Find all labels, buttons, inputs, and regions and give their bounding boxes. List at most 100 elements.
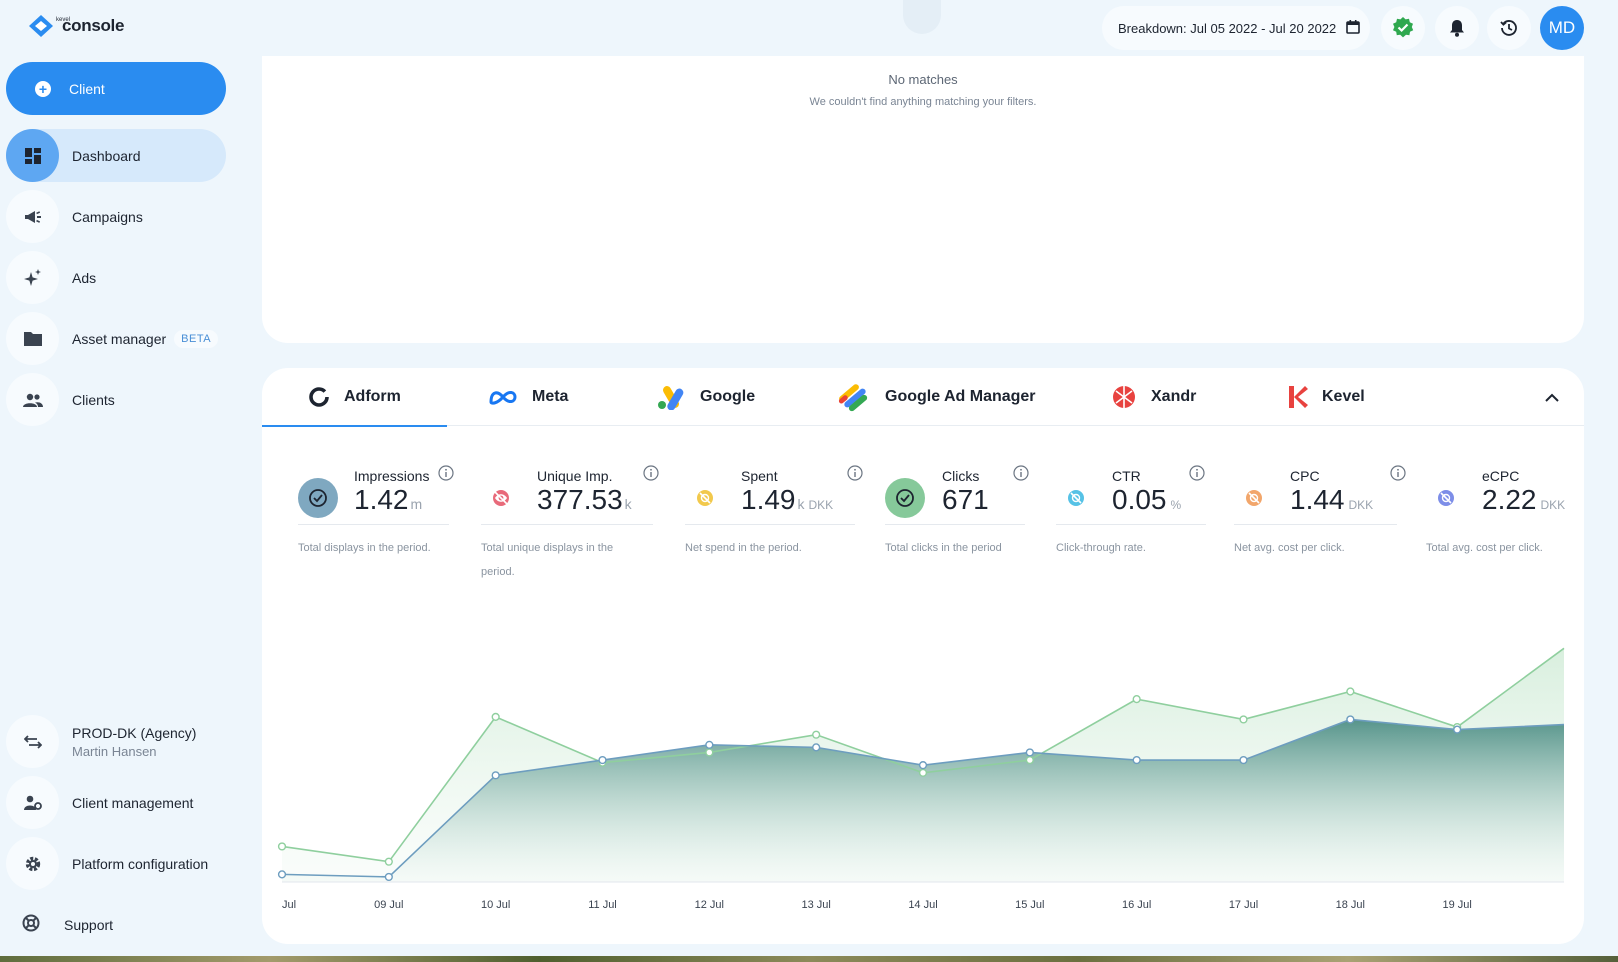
metric-ecpc: eCPC 2.22 DKK Total avg. cost per click. <box>1426 460 1576 570</box>
metric-label: Unique Imp. <box>537 468 613 484</box>
metric-label: Spent <box>741 468 778 484</box>
data-point-green[interactable] <box>1239 715 1248 724</box>
data-point-blue[interactable] <box>384 872 393 882</box>
account-switcher[interactable]: PROD-DK (Agency) Martin Hansen <box>6 715 226 768</box>
metric-divider <box>1234 524 1397 525</box>
gear-icon <box>6 837 59 890</box>
beta-badge: BETA <box>174 329 219 348</box>
tab-label: Google Ad Manager <box>885 388 1036 405</box>
cpc-icon <box>1234 478 1274 518</box>
user-gear-icon <box>6 776 59 829</box>
x-tick-label: 09 Jul <box>374 899 403 911</box>
data-point-blue[interactable] <box>1453 725 1462 734</box>
data-point-green[interactable] <box>277 842 287 851</box>
account-user: Martin Hansen <box>72 743 157 759</box>
support-link[interactable]: Support <box>22 914 113 935</box>
performance-chart: Jul 09 Jul 10 Jul 11 Jul 12 Jul 13 Jul 14 Jul 1… <box>262 618 1584 938</box>
x-tick-label: 18 Jul <box>1336 899 1365 911</box>
info-icon[interactable] <box>1390 465 1406 481</box>
data-point-blue[interactable] <box>277 870 287 879</box>
data-point-blue[interactable] <box>1132 755 1141 765</box>
data-point-green[interactable] <box>491 712 500 722</box>
date-range-picker[interactable]: Breakdown: Jul 05 2022 - Jul 20 2022 <box>1102 6 1370 50</box>
verified-badge-icon <box>1393 17 1414 38</box>
x-tick-label: 19 Jul <box>1442 899 1471 911</box>
google-ads-icon <box>656 384 686 410</box>
platform-stats-panel: Adform Meta Google Google Ad Manager Xan… <box>262 368 1584 944</box>
info-icon[interactable] <box>1013 465 1029 481</box>
sidebar-item-ads[interactable]: Ads <box>6 251 226 304</box>
sidebar-item-dashboard[interactable]: Dashboard <box>6 129 226 182</box>
info-icon[interactable] <box>438 465 454 481</box>
metric-value: 1.49 k DKK <box>741 484 834 515</box>
tab-meta[interactable]: Meta <box>488 368 568 426</box>
x-tick-label: 11 Jul <box>588 899 617 911</box>
tab-adform[interactable]: Adform <box>262 368 447 427</box>
metric-spent: Spent 1.49 k DKK Net spend in the period. <box>685 460 865 570</box>
check-circle-icon <box>885 478 925 518</box>
metric-label: eCPC <box>1482 468 1520 484</box>
app-logo[interactable]: kevel console <box>28 14 124 38</box>
data-point-blue[interactable] <box>491 771 500 780</box>
data-point-blue[interactable] <box>812 743 821 752</box>
info-icon[interactable] <box>847 465 863 481</box>
data-point-blue[interactable] <box>1239 755 1248 765</box>
xandr-icon <box>1111 384 1137 410</box>
data-point-blue[interactable] <box>1346 715 1355 724</box>
metric-label: Clicks <box>942 468 980 484</box>
collapse-button[interactable] <box>1542 387 1562 407</box>
megaphone-icon <box>6 190 59 243</box>
lifebuoy-icon <box>22 914 40 935</box>
x-tick-label: 10 Jul <box>481 899 510 911</box>
data-point-blue[interactable] <box>918 761 928 770</box>
data-point-green[interactable] <box>1346 687 1355 696</box>
sidebar-item-asset-manager[interactable]: Asset manager BETA <box>6 312 226 365</box>
user-avatar[interactable]: MD <box>1540 6 1584 50</box>
history-button[interactable] <box>1487 6 1531 50</box>
notifications-button[interactable] <box>1435 6 1479 50</box>
data-point-blue[interactable] <box>1025 748 1034 757</box>
metric-divider <box>298 524 449 525</box>
x-tick-label: 17 Jul <box>1229 899 1258 911</box>
data-point-green[interactable] <box>918 768 928 777</box>
verified-status-button[interactable] <box>1381 6 1425 50</box>
metric-description: Total avg. cost per click. <box>1426 542 1543 554</box>
tab-google-ad-manager[interactable]: Google Ad Manager <box>835 368 1036 426</box>
sidebar-item-clients[interactable]: Clients <box>6 373 226 426</box>
sidebar-item-label: Asset manager <box>72 330 167 347</box>
data-point-green[interactable] <box>705 748 714 757</box>
swap-icon <box>6 715 59 768</box>
add-client-button[interactable]: + Client <box>6 62 226 115</box>
info-icon[interactable] <box>1189 465 1205 481</box>
metric-divider <box>481 524 653 525</box>
tab-label: Kevel <box>1322 388 1365 405</box>
data-point-green[interactable] <box>384 857 393 866</box>
tab-google[interactable]: Google <box>656 368 755 426</box>
info-icon[interactable] <box>643 465 659 481</box>
empty-state-title: No matches <box>888 72 958 87</box>
sidebar-item-client-management[interactable]: Client management <box>6 776 226 829</box>
plus-icon: + <box>35 80 51 97</box>
account-name: PROD-DK (Agency) <box>72 724 197 741</box>
tab-xandr[interactable]: Xandr <box>1111 368 1196 426</box>
chevron-up-icon <box>1545 393 1559 402</box>
metric-cpc: CPC 1.44 DKK Net avg. cost per click. <box>1234 460 1406 570</box>
tab-label: Google <box>700 388 756 405</box>
data-point-green[interactable] <box>1132 695 1141 704</box>
data-point-green[interactable] <box>1025 755 1034 765</box>
tab-kevel[interactable]: Kevel <box>1288 368 1365 426</box>
sidebar-item-campaigns[interactable]: Campaigns <box>6 190 226 243</box>
empty-state-subtitle: We couldn't find anything matching your … <box>809 96 1037 108</box>
data-point-blue[interactable] <box>598 755 607 765</box>
metric-value: 1.44 DKK <box>1290 484 1374 515</box>
metric-label: CTR <box>1112 468 1141 484</box>
ctr-icon <box>1056 478 1096 518</box>
scroll-indicator <box>903 0 941 34</box>
metric-clicks: Clicks 671 Total clicks in the period <box>885 460 1033 570</box>
data-point-blue[interactable] <box>705 740 714 749</box>
metric-value: 0.05% <box>1112 484 1182 515</box>
sidebar-item-label: Clients <box>72 391 115 408</box>
x-tick-label: 15 Jul <box>1015 899 1044 911</box>
data-point-green[interactable] <box>812 730 821 739</box>
sidebar-item-platform-configuration[interactable]: Platform configuration <box>6 837 226 890</box>
